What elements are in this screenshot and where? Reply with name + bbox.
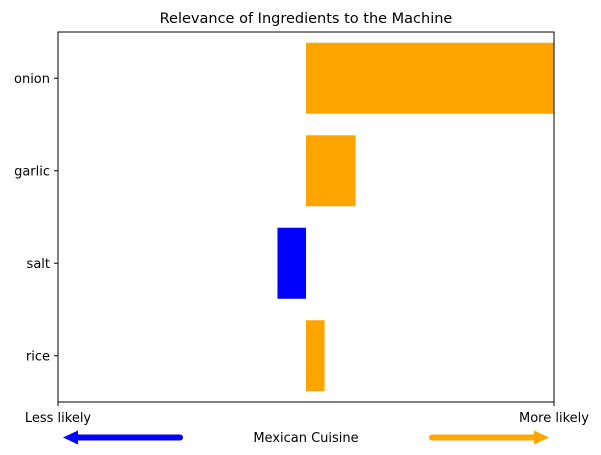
bar-garlic [306,135,356,207]
x-end-label-left: Less likely [25,411,92,426]
y-tick-label-garlic: garlic [14,164,50,179]
y-tick-label-rice: rice [26,349,50,364]
bar-salt [277,227,306,299]
more-likely-arrow [429,430,549,445]
less-likely-arrow [63,430,183,445]
y-tick-label-salt: salt [27,257,50,272]
y-tick-label-onion: onion [14,72,50,87]
x-axis-label: Mexican Cuisine [253,431,358,446]
bars-group [277,42,554,392]
bar-onion [306,42,554,114]
plot-frame [57,31,555,403]
bar-rice [306,320,325,392]
y-axis-ticks: onion garlic salt rice [14,72,58,364]
chart-title: Relevance of Ingredients to the Machine [160,11,453,27]
x-end-label-right: More likely [519,411,589,426]
